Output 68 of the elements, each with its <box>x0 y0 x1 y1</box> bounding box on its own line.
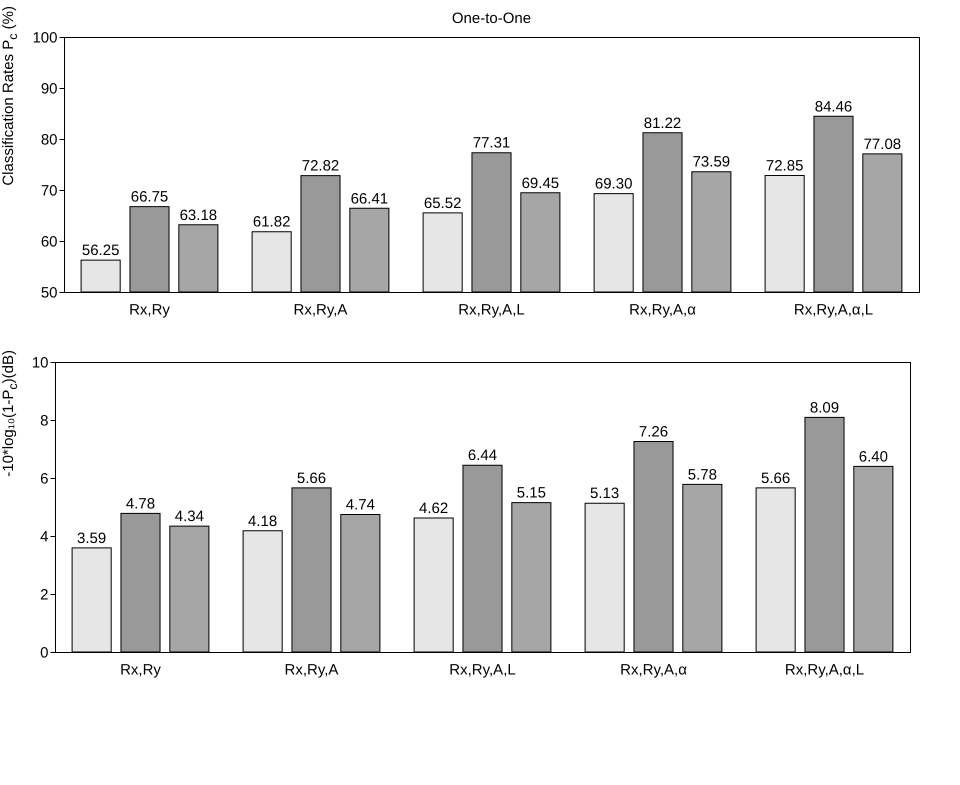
text: 69.30 <box>594 176 632 193</box>
x-tick-label: Rx,Ry,A,L <box>449 662 516 678</box>
text: 5.13 <box>590 485 620 502</box>
text: 77.31 <box>472 134 510 152</box>
bar <box>633 440 674 652</box>
x-tick-label: Rx,Ry,A,α <box>629 302 696 318</box>
text: 4.78 <box>126 495 156 512</box>
bar <box>462 464 503 652</box>
bar <box>291 487 332 652</box>
bar <box>340 514 380 652</box>
x-tick-label: Rx,Ry,A <box>284 662 338 678</box>
y-tick-label: 10 <box>32 354 48 372</box>
y-tick-label: 8 <box>40 412 48 430</box>
text: 4.34 <box>174 508 204 526</box>
text: 66.41 <box>350 190 388 208</box>
bar <box>120 512 161 652</box>
y-tick-label: 6 <box>40 470 48 488</box>
x-tick-label: Rx,Ry,A,L <box>458 302 525 318</box>
text: 3.59 <box>77 530 106 547</box>
y-tick-label: 100 <box>32 30 58 46</box>
x-tick-label: Rx,Ry <box>120 662 162 678</box>
y-tick-label: 90 <box>40 80 58 98</box>
text: 63.18 <box>180 206 218 224</box>
bar <box>511 502 552 652</box>
text: 5.66 <box>761 470 790 487</box>
x-tick-label: Rx,Ry <box>129 302 170 318</box>
bar <box>804 416 845 652</box>
bar <box>169 526 210 652</box>
text: 69.45 <box>522 174 560 192</box>
y-tick-label: 80 <box>40 132 58 148</box>
x-tick-label: Rx,Ry,A,α,L <box>794 302 874 318</box>
text: 5.15 <box>516 484 546 502</box>
bar <box>853 466 894 652</box>
text: 66.75 <box>130 188 168 206</box>
bar <box>242 530 283 652</box>
y-tick-label: 0 <box>40 644 48 662</box>
text: 7.26 <box>638 423 668 440</box>
x-tick-label: Rx,Ry,A,α,L <box>784 662 864 678</box>
x-tick-label: Rx,Ry,A,α <box>620 662 688 678</box>
bar <box>414 518 454 652</box>
text: 56.25 <box>82 242 120 260</box>
text: 8.09 <box>810 399 840 416</box>
text: 6.44 <box>468 447 498 464</box>
text: 5.78 <box>688 466 717 484</box>
y-tick-label: 70 <box>40 182 58 200</box>
text: 73.59 <box>692 154 730 171</box>
text: 4.18 <box>248 512 278 530</box>
text: 72.82 <box>302 158 340 175</box>
text: 65.52 <box>424 194 462 212</box>
y-tick-label: 4 <box>40 528 48 546</box>
text: 61.82 <box>252 214 290 231</box>
y-tick-label: 60 <box>40 234 58 250</box>
bar <box>756 487 796 652</box>
text: 81.22 <box>644 114 682 132</box>
text: 84.46 <box>814 98 852 116</box>
text: 77.08 <box>864 136 902 153</box>
y-tick-label: 50 <box>40 284 58 302</box>
bar <box>584 502 625 652</box>
text: 6.40 <box>858 448 888 466</box>
bar <box>682 484 722 652</box>
text: 4.62 <box>419 500 448 518</box>
y-tick-label: 2 <box>40 586 48 604</box>
chart-title: One-to-One <box>452 10 532 27</box>
bar <box>72 547 112 652</box>
text: 4.74 <box>346 496 375 514</box>
text: 72.85 <box>766 157 804 174</box>
text: 5.66 <box>296 470 326 487</box>
x-tick-label: Rx,Ry,A <box>294 302 348 318</box>
